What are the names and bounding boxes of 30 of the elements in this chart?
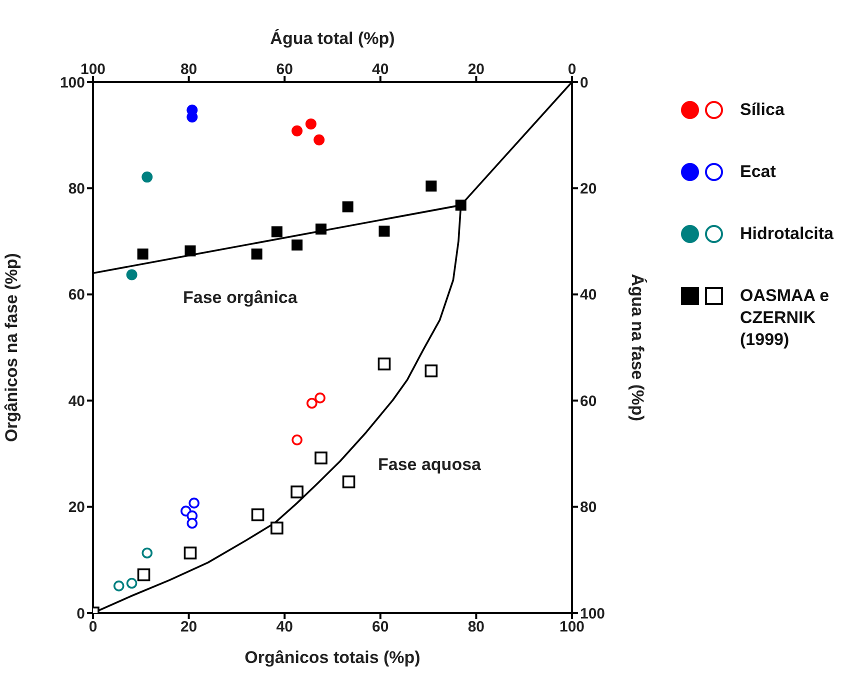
x-tick-label: 40 bbox=[276, 618, 293, 636]
x2-tick-label: 20 bbox=[468, 61, 485, 78]
y2-axis-title: Água na fase (%p) bbox=[628, 274, 648, 422]
annotation: Fase aquosa bbox=[378, 455, 481, 475]
x2-tick-label: 0 bbox=[568, 61, 576, 78]
y2-tick-label: 0 bbox=[580, 74, 588, 92]
y-tick-label: 80 bbox=[68, 180, 85, 198]
annotation: Fase orgânica bbox=[183, 288, 298, 308]
y2-tick-label: 40 bbox=[580, 286, 597, 304]
x2-axis-title: Água total (%p) bbox=[270, 28, 395, 48]
x-tick-label: 80 bbox=[468, 618, 485, 636]
legend-label: Ecat bbox=[740, 161, 776, 183]
x2-tick-label: 40 bbox=[372, 61, 389, 78]
x-tick-label: 0 bbox=[88, 618, 98, 636]
y-tick-label: 20 bbox=[68, 499, 85, 516]
y2-tick-label: 80 bbox=[580, 499, 597, 516]
x-axis-title: Orgânicos totais (%p) bbox=[244, 648, 420, 667]
y-axis-title: Orgânicos na fase (%p) bbox=[2, 253, 22, 442]
y-tick-label: 60 bbox=[68, 286, 85, 304]
y2-tick-label: 20 bbox=[580, 180, 597, 198]
legend-label: Sílica bbox=[740, 99, 784, 121]
x-tick-label: 20 bbox=[180, 618, 198, 636]
x2-tick-label: 60 bbox=[276, 61, 293, 78]
y-tick-label: 0 bbox=[76, 605, 85, 622]
y-tick-label: 40 bbox=[68, 392, 85, 410]
y2-tick-label: 60 bbox=[580, 392, 597, 410]
legend-label: OASMAA e CZERNIK (1999) bbox=[740, 285, 830, 351]
legend-label: Hidrotalcita bbox=[740, 223, 834, 245]
x2-tick-label: 80 bbox=[180, 61, 198, 78]
x-tick-label: 60 bbox=[372, 618, 389, 636]
